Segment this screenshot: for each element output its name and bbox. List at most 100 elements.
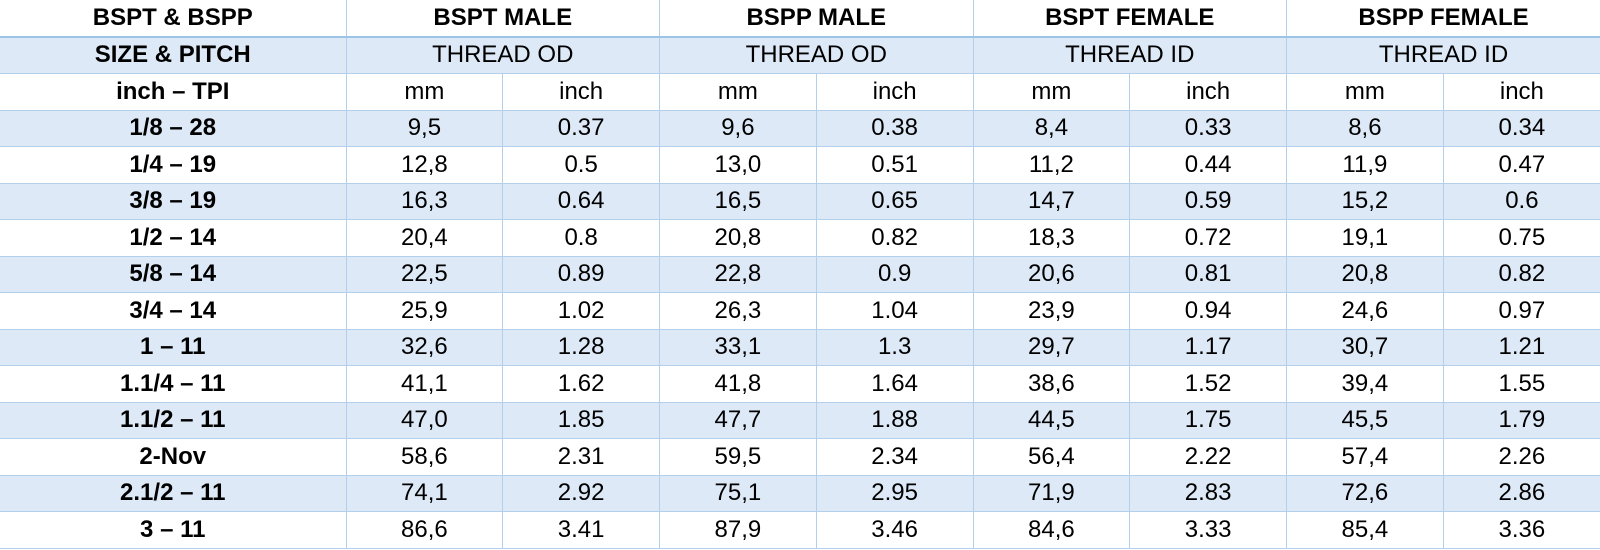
value-cell: 2.31: [502, 438, 661, 476]
value-cell: 0.51: [816, 146, 974, 184]
unit-cell: mm: [973, 73, 1131, 111]
table-row: 2.1/2 – 11 74,1 2.92 75,1 2.95 71,9 2.83 72,6 2.…: [0, 475, 1600, 512]
value-cell: 0.64: [502, 183, 661, 220]
table-row: 1 – 11 32,6 1.28 33,1 1.3 29,7 1.17 30,7 1.21: [0, 329, 1600, 366]
unit-cell: inch: [816, 73, 974, 111]
value-cell: 3.33: [1129, 511, 1288, 549]
value-cell: 1.02: [502, 292, 661, 330]
value-cell: 24,6: [1286, 292, 1444, 330]
value-cell: 16,3: [346, 183, 504, 220]
value-cell: 0.65: [816, 183, 974, 220]
value-cell: 85,4: [1286, 511, 1444, 549]
value-cell: 74,1: [346, 475, 504, 512]
subheader-bspt-female: THREAD ID: [973, 36, 1288, 74]
value-cell: 2.86: [1443, 475, 1600, 512]
value-cell: 2.95: [816, 475, 974, 512]
value-cell: 13,0: [659, 146, 817, 184]
size-pitch-cell: 1/4 – 19: [0, 146, 347, 184]
unit-cell: inch: [1443, 73, 1600, 111]
value-cell: 23,9: [973, 292, 1131, 330]
value-cell: 38,6: [973, 365, 1131, 403]
value-cell: 47,7: [659, 402, 817, 439]
value-cell: 0.75: [1443, 219, 1600, 257]
value-cell: 18,3: [973, 219, 1131, 257]
value-cell: 0.37: [502, 110, 661, 147]
unit-cell: mm: [346, 73, 504, 111]
value-cell: 2.92: [502, 475, 661, 512]
subheader-bspp-female: THREAD ID: [1286, 36, 1600, 74]
value-cell: 0.59: [1129, 183, 1288, 220]
value-cell: 11,9: [1286, 146, 1444, 184]
value-cell: 1.28: [502, 329, 661, 366]
table-row: 1.1/2 – 11 47,0 1.85 47,7 1.88 44,5 1.75 45,5 1.…: [0, 402, 1600, 439]
value-cell: 3.46: [816, 511, 974, 549]
value-cell: 9,5: [346, 110, 504, 147]
value-cell: 0.82: [816, 219, 974, 257]
header-bspt-male: BSPT MALE: [346, 0, 661, 38]
value-cell: 1.64: [816, 365, 974, 403]
value-cell: 41,8: [659, 365, 817, 403]
table-units-row: inch – TPI mm inch mm inch mm inch mm in…: [0, 73, 1600, 111]
value-cell: 1.17: [1129, 329, 1288, 366]
value-cell: 44,5: [973, 402, 1131, 439]
value-cell: 86,6: [346, 511, 504, 549]
header-size: BSPT & BSPP: [0, 0, 347, 38]
value-cell: 0.97: [1443, 292, 1600, 330]
value-cell: 71,9: [973, 475, 1131, 512]
value-cell: 58,6: [346, 438, 504, 476]
value-cell: 47,0: [346, 402, 504, 439]
value-cell: 0.9: [816, 256, 974, 293]
value-cell: 1.04: [816, 292, 974, 330]
value-cell: 1.88: [816, 402, 974, 439]
value-cell: 1.52: [1129, 365, 1288, 403]
value-cell: 1.21: [1443, 329, 1600, 366]
value-cell: 56,4: [973, 438, 1131, 476]
value-cell: 33,1: [659, 329, 817, 366]
value-cell: 1.3: [816, 329, 974, 366]
value-cell: 84,6: [973, 511, 1131, 549]
value-cell: 19,1: [1286, 219, 1444, 257]
value-cell: 3.36: [1443, 511, 1600, 549]
value-cell: 0.47: [1443, 146, 1600, 184]
size-pitch-cell: 1/8 – 28: [0, 110, 347, 147]
value-cell: 0.94: [1129, 292, 1288, 330]
size-pitch-cell: 2-Nov: [0, 438, 347, 476]
size-pitch-cell: 1.1/4 – 11: [0, 365, 347, 403]
value-cell: 1.62: [502, 365, 661, 403]
value-cell: 32,6: [346, 329, 504, 366]
value-cell: 2.26: [1443, 438, 1600, 476]
subheader-size: SIZE & PITCH: [0, 36, 347, 74]
value-cell: 2.34: [816, 438, 974, 476]
value-cell: 0.33: [1129, 110, 1288, 147]
value-cell: 11,2: [973, 146, 1131, 184]
unit-cell: inch: [502, 73, 661, 111]
value-cell: 2.83: [1129, 475, 1288, 512]
value-cell: 8,6: [1286, 110, 1444, 147]
value-cell: 75,1: [659, 475, 817, 512]
value-cell: 22,5: [346, 256, 504, 293]
table-subheader-row: SIZE & PITCH THREAD OD THREAD OD THREAD …: [0, 36, 1600, 74]
value-cell: 8,4: [973, 110, 1131, 147]
value-cell: 20,8: [659, 219, 817, 257]
subheader-bspt-male: THREAD OD: [346, 36, 661, 74]
table-row: 3/8 – 19 16,3 0.64 16,5 0.65 14,7 0.59 15,2 0.6: [0, 183, 1600, 220]
value-cell: 20,8: [1286, 256, 1444, 293]
size-pitch-cell: 1.1/2 – 11: [0, 402, 347, 439]
table-row: 1.1/4 – 11 41,1 1.62 41,8 1.64 38,6 1.52 39,4 1.…: [0, 365, 1600, 403]
value-cell: 22,8: [659, 256, 817, 293]
value-cell: 20,6: [973, 256, 1131, 293]
table-row: 1/4 – 19 12,8 0.5 13,0 0.51 11,2 0.44 11,9 0.47: [0, 146, 1600, 184]
unit-cell: inch: [1129, 73, 1288, 111]
value-cell: 0.81: [1129, 256, 1288, 293]
value-cell: 20,4: [346, 219, 504, 257]
value-cell: 1.85: [502, 402, 661, 439]
value-cell: 2.22: [1129, 438, 1288, 476]
unit-cell: mm: [659, 73, 817, 111]
value-cell: 87,9: [659, 511, 817, 549]
table-row: 1/2 – 14 20,4 0.8 20,8 0.82 18,3 0.72 19,1 0.75: [0, 219, 1600, 257]
value-cell: 29,7: [973, 329, 1131, 366]
value-cell: 0.89: [502, 256, 661, 293]
value-cell: 1.55: [1443, 365, 1600, 403]
value-cell: 30,7: [1286, 329, 1444, 366]
